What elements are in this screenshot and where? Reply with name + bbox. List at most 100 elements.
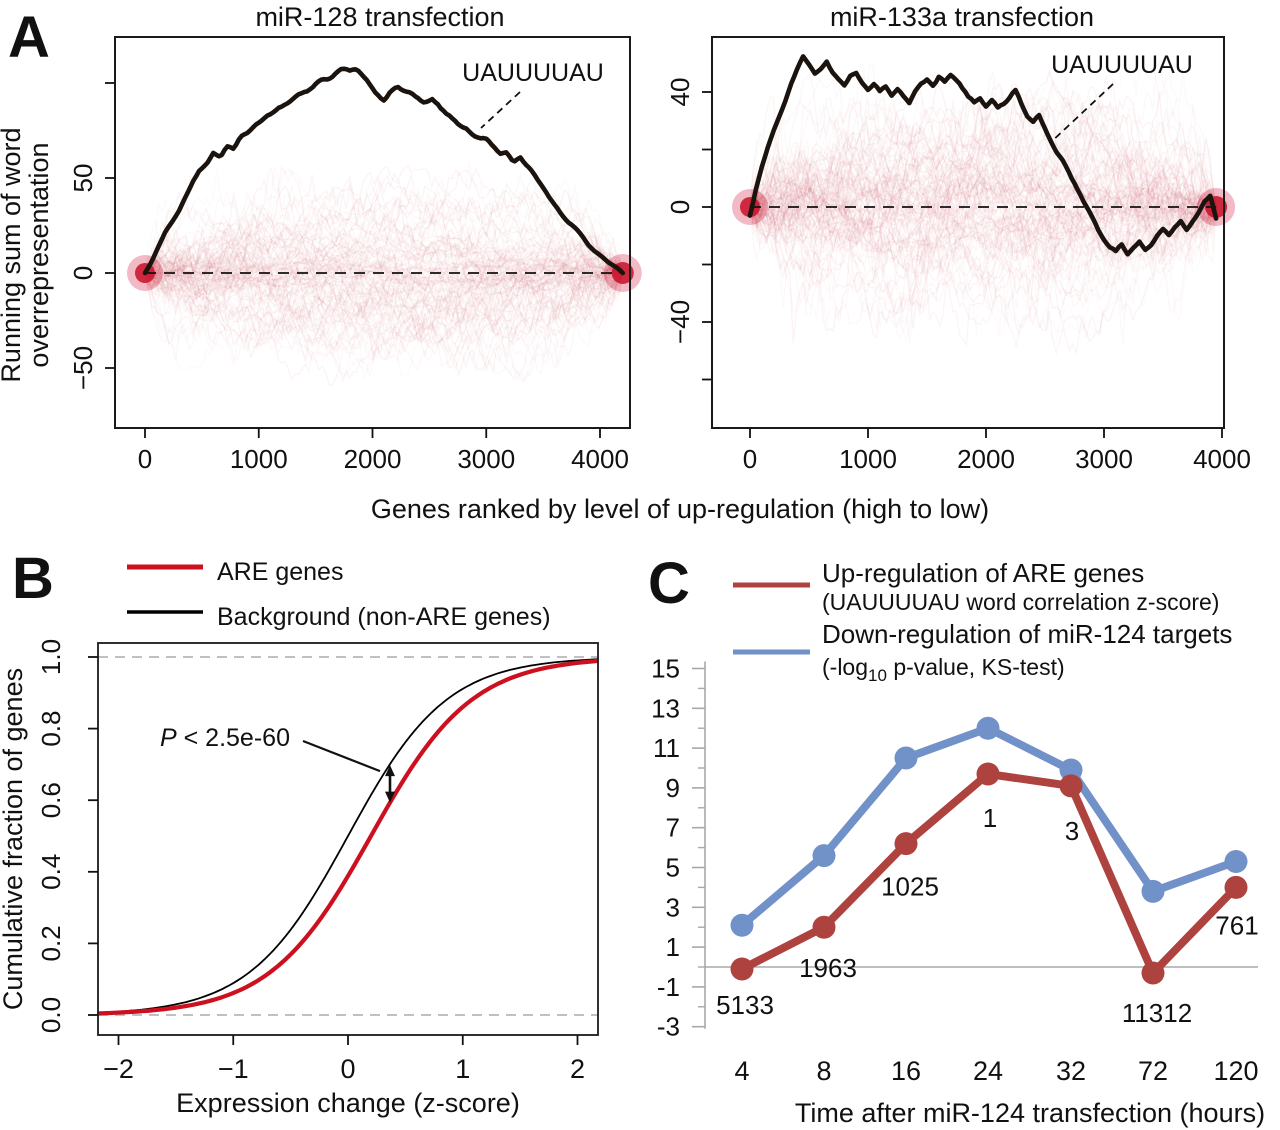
background-word-trace — [144, 270, 624, 370]
pvalue-rest: < 2.5e-60 — [177, 724, 290, 752]
background-word-trace — [144, 257, 624, 387]
x-tick-label: 72 — [1138, 1056, 1168, 1086]
background-word-trace — [749, 99, 1217, 230]
background-word-trace — [144, 198, 623, 279]
background-word-trace — [749, 206, 1217, 356]
arrowhead-up — [385, 765, 395, 777]
point-count-label: 3 — [1065, 816, 1079, 846]
data-point — [894, 746, 918, 770]
plot-frame — [97, 642, 599, 1036]
background-word-trace — [144, 222, 624, 340]
background-word-trace — [749, 186, 1217, 230]
background-word-trace — [144, 168, 623, 324]
background-word-trace — [144, 188, 624, 312]
running-sum-curve — [142, 66, 626, 276]
pvalue-annotation: P < 2.5e-60 — [160, 724, 290, 752]
background-word-trace — [144, 258, 623, 287]
background-word-trace — [749, 126, 1217, 252]
panel-a-letter: A — [8, 5, 50, 70]
background-word-trace — [749, 142, 1217, 260]
background-word-trace — [749, 182, 1217, 209]
background-word-trace — [749, 199, 1217, 252]
background-word-trace — [749, 115, 1217, 246]
x-tick-label: 1 — [455, 1054, 470, 1084]
background-word-trace — [144, 254, 624, 340]
y-tick-label: 3 — [666, 892, 680, 922]
y-tick-label: 1.0 — [36, 639, 66, 675]
background-word-trace — [749, 72, 1217, 260]
y-tick-label: 9 — [666, 773, 680, 803]
background-word-trace — [749, 147, 1217, 256]
background-word-trace — [144, 175, 624, 290]
background-word-trace — [749, 127, 1217, 264]
x-tick-label: 0 — [743, 444, 757, 474]
background-word-trace — [144, 250, 624, 337]
background-word-trace — [749, 162, 1217, 261]
background-word-trace — [144, 259, 623, 296]
y-tick-label: 0.0 — [36, 997, 66, 1033]
background-word-trace — [749, 92, 1217, 256]
legend-down-regulation-line2: (-log10 p-value, KS-test) — [822, 654, 1065, 685]
background-word-trace — [144, 166, 624, 384]
background-word-trace — [749, 103, 1217, 325]
legend-up-regulation-line2: (UAUUUUAU word correlation z-score) — [822, 589, 1219, 615]
data-point — [976, 716, 1000, 740]
background-word-trace — [749, 200, 1217, 254]
background-word-trace — [749, 100, 1217, 348]
data-point — [894, 832, 918, 856]
background-word-trace — [749, 144, 1217, 213]
arrowhead-down — [385, 791, 395, 803]
background-word-trace — [144, 213, 624, 363]
background-word-trace — [144, 164, 624, 295]
background-word-trace — [749, 146, 1217, 225]
annotation-pointer-line — [302, 739, 381, 773]
data-point — [730, 913, 754, 937]
y-tick-label: 15 — [651, 654, 680, 684]
background-word-trace — [750, 177, 1217, 273]
x-tick-label: 4000 — [571, 444, 629, 474]
mir128-plot: 0 1000 2000 3000 4000 50 0 −50 — [68, 36, 642, 474]
x-tick-label: 1000 — [230, 444, 288, 474]
background-word-trace — [144, 261, 624, 367]
background-word-trace — [144, 254, 624, 369]
legend-log-subscript: 10 — [868, 666, 887, 685]
data-point — [730, 957, 754, 981]
background-word-trace — [144, 251, 624, 281]
y-tick-label: 0.4 — [36, 854, 66, 890]
background-word-trace — [144, 230, 624, 371]
data-point — [976, 762, 1000, 786]
point-count-label: 1963 — [799, 953, 857, 983]
y-tick-label: 7 — [666, 813, 680, 843]
y-tick-label: 0.8 — [36, 711, 66, 747]
background-word-trace — [144, 222, 623, 285]
cdf-curve — [97, 658, 599, 1016]
running-sum-curve — [747, 54, 1219, 257]
background-word-trace — [144, 258, 624, 314]
x-tick-label: 24 — [973, 1056, 1003, 1086]
cdf-curve — [97, 658, 599, 1014]
background-word-trace — [144, 241, 624, 351]
pvalue-p: P — [160, 724, 177, 752]
background-word-trace — [144, 229, 624, 277]
point-count-label: 1 — [983, 803, 997, 833]
background-word-trace — [144, 194, 624, 290]
x-tick-label: 4000 — [1193, 444, 1251, 474]
x-tick-label: −1 — [218, 1054, 249, 1084]
data-point — [1141, 879, 1165, 903]
background-word-trace — [144, 270, 624, 299]
background-word-trace — [144, 249, 623, 344]
background-word-trace — [144, 199, 624, 293]
background-word-trace — [144, 237, 623, 280]
x-tick-label: 3000 — [1075, 444, 1133, 474]
background-word-trace — [749, 135, 1217, 227]
background-word-trace — [749, 177, 1217, 238]
background-word-trace — [144, 257, 623, 288]
background-word-trace — [144, 257, 624, 289]
background-word-trace — [749, 180, 1217, 280]
background-word-trace — [749, 134, 1217, 228]
background-word-trace — [749, 186, 1217, 243]
y-tick-label: −50 — [68, 346, 98, 390]
panel-a-y-label-line1: Running sum of word — [0, 127, 26, 382]
